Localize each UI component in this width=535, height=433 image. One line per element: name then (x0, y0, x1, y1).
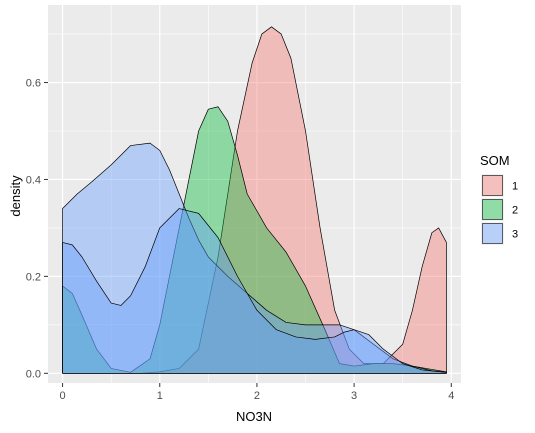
x-axis: 0 1 2 3 4 (60, 383, 454, 402)
legend-label-2: 2 (512, 205, 518, 217)
x-tick-label: 2 (254, 390, 260, 402)
x-tick-label: 4 (448, 390, 454, 402)
legend-key-1 (482, 175, 503, 196)
y-axis: 0.0 0.2 0.4 0.6 (26, 78, 48, 380)
y-tick-label: 0.4 (26, 174, 41, 186)
plot-background (48, 5, 461, 383)
legend-label-1: 1 (512, 181, 518, 193)
legend-key-background (481, 222, 504, 245)
y-axis-title: density (8, 175, 23, 217)
density-area-series-3 (62, 208, 447, 374)
density-area-series-2 (62, 106, 447, 374)
y-tick-label: 0.0 (26, 368, 41, 380)
legend: SOM 1 2 3 (480, 153, 518, 245)
legend-label-3: 3 (512, 229, 518, 241)
legend-key-background (481, 198, 504, 221)
x-tick-label: 1 (157, 390, 163, 402)
legend-key-2 (482, 199, 503, 220)
minor-gridlines (48, 5, 461, 383)
density-areas (62, 26, 447, 374)
legend-title: SOM (480, 153, 510, 168)
x-tick-label: 3 (351, 390, 357, 402)
legend-key-background (481, 174, 504, 197)
x-tick-label: 0 (60, 390, 66, 402)
density-area-series-3 (62, 142, 447, 374)
x-axis-title: NO3N (236, 409, 272, 424)
legend-key-3 (482, 223, 503, 244)
density-area-series-1 (62, 26, 447, 374)
y-tick-label: 0.6 (26, 78, 41, 90)
y-tick-label: 0.2 (26, 271, 41, 283)
